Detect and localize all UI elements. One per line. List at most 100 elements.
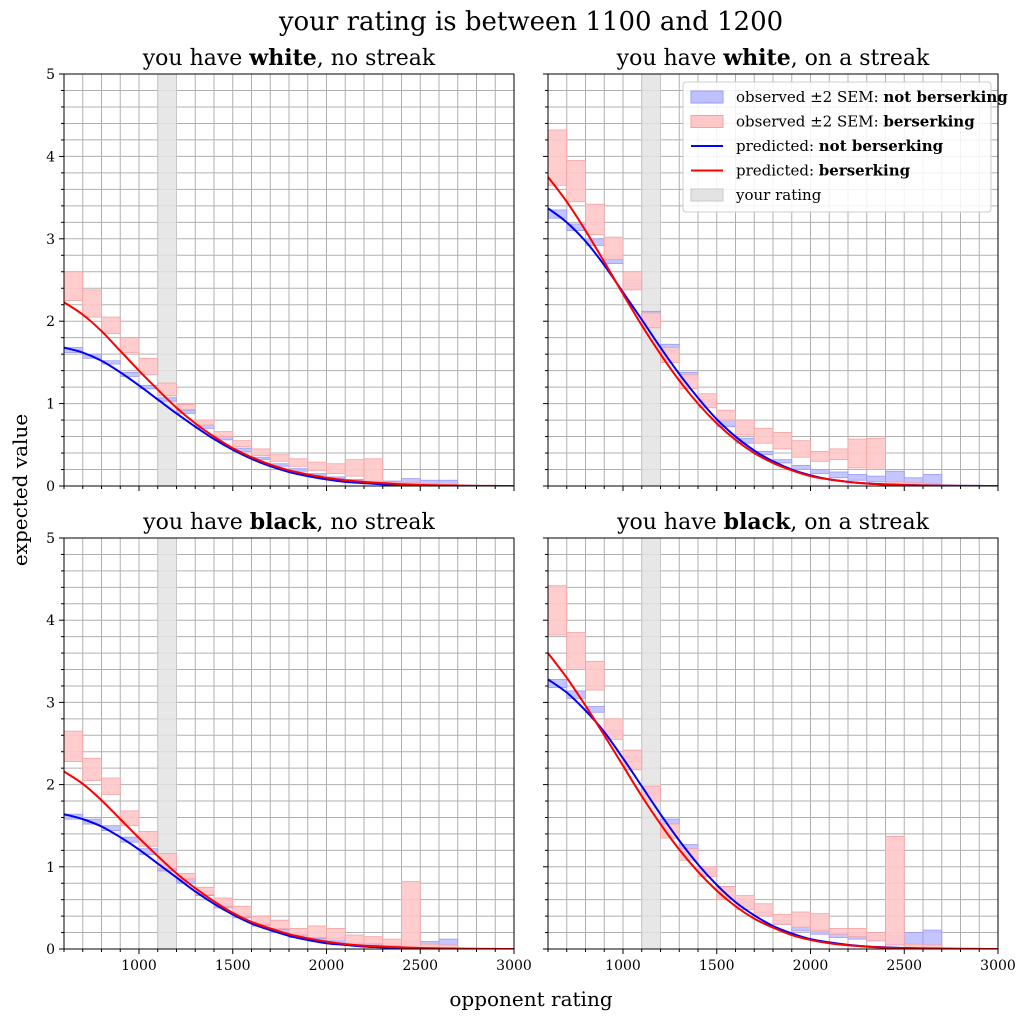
legend-label-bold: not berserking <box>883 88 1008 106</box>
x-tick-label: 3000 <box>496 958 532 974</box>
observed-berserking-band-bin <box>622 749 643 771</box>
observed-berserking-band-bin <box>847 928 868 938</box>
panel-title-suffix: , no streak <box>316 510 435 535</box>
observed-berserking-band-bin <box>622 271 643 291</box>
x-tick-label: 1500 <box>215 958 251 974</box>
observed-berserking-band-bin <box>585 660 605 691</box>
observed-berserking-band-bin <box>810 450 830 462</box>
panel-title-suffix: , on a streak <box>790 510 929 535</box>
x-tick-label: 3000 <box>980 958 1016 974</box>
observed-berserking-band-bin <box>232 440 252 447</box>
observed-berserking-band-bin <box>566 160 586 203</box>
observed-berserking-band-bin <box>269 454 290 462</box>
your-rating-band <box>157 74 177 486</box>
observed-berserking-band-bin <box>344 934 365 945</box>
observed-berserking-band-bin <box>753 903 774 917</box>
observed-not-berserking-band-bin <box>438 479 459 485</box>
x-tick-label: 2000 <box>793 958 829 974</box>
legend-box <box>682 81 992 213</box>
y-tick-label: 5 <box>46 67 55 83</box>
observed-berserking-band <box>548 585 943 949</box>
y-tick-label: 3 <box>46 695 55 711</box>
observed-berserking-band-bin <box>344 459 365 477</box>
observed-not-berserking-band-bin <box>828 471 849 479</box>
legend-label-prefix: your rating <box>735 186 822 204</box>
y-tick-label: 3 <box>46 232 55 248</box>
panel-title-prefix: you have <box>616 46 724 71</box>
y-axis-label: expected value <box>8 414 32 566</box>
legend: observed ±2 SEM: not berserkingobserved … <box>682 81 1008 213</box>
observed-berserking-band-bin <box>138 357 159 376</box>
grid <box>64 74 514 486</box>
observed-berserking-band-bin <box>269 919 290 929</box>
panel-title: you have white, on a streak <box>616 45 930 71</box>
panel-title-bold: white <box>248 45 316 71</box>
x-tick-label: 2000 <box>309 958 345 974</box>
observed-berserking-band-bin <box>119 810 140 827</box>
legend-label-bold: berserking <box>819 162 911 180</box>
observed-berserking-band-bin <box>82 289 102 318</box>
y-tick-label: 4 <box>46 149 55 165</box>
panel-title-suffix: , no streak <box>317 46 436 71</box>
observed-berserking-band-bin <box>641 312 661 329</box>
observed-not-berserking-band-bin <box>847 474 868 481</box>
observed-berserking-band-bin <box>772 914 793 925</box>
predicted-berserking-line <box>64 770 514 949</box>
plot-area <box>548 74 998 486</box>
observed-berserking-band-bin <box>326 928 346 940</box>
panel-2: you have white, on a streak <box>543 45 999 491</box>
observed-berserking-band-bin <box>363 936 384 945</box>
observed-not-berserking-band-bin <box>101 360 121 365</box>
legend-label-bold: berserking <box>883 113 975 131</box>
observed-berserking-band-bin <box>307 925 327 938</box>
observed-berserking-band-bin <box>716 409 736 421</box>
ticks <box>543 73 999 491</box>
observed-berserking-band-bin <box>885 835 905 946</box>
legend-swatch <box>690 188 724 202</box>
observed-berserking-band-bin <box>922 944 943 949</box>
observed-not-berserking-band-bin <box>176 409 196 414</box>
y-tick-label: 4 <box>46 613 55 629</box>
observed-not-berserking-band <box>64 347 459 486</box>
legend-label-bold: not berserking <box>819 137 944 155</box>
predicted-berserking-line <box>64 301 514 486</box>
observed-berserking-band-bin <box>828 928 849 935</box>
panel-title-prefix: you have <box>142 510 250 535</box>
observed-berserking-band-bin <box>438 944 459 949</box>
panel-1: you have white, no streak 0 1 2 3 4 5 <box>46 45 515 495</box>
observed-berserking-band-bin <box>64 730 84 762</box>
panel-title-prefix: you have <box>142 46 250 71</box>
observed-not-berserking-band-bin <box>138 848 159 855</box>
observed-berserking-band-bin <box>157 853 177 869</box>
plot-area <box>548 538 998 949</box>
observed-not-berserking-band-bin <box>866 475 886 483</box>
x-tick-label: 1500 <box>699 958 735 974</box>
y-tick-label: 1 <box>46 860 55 876</box>
plot-area <box>64 538 514 949</box>
x-tick-label: 1000 <box>121 958 157 974</box>
observed-berserking-band-bin <box>585 203 605 236</box>
grid <box>548 538 998 949</box>
legend-label-prefix: predicted: <box>736 137 819 155</box>
observed-berserking-band-bin <box>232 905 252 917</box>
observed-berserking-band-bin <box>119 337 140 353</box>
y-tick-label: 2 <box>46 778 55 794</box>
observed-berserking-band-bin <box>828 448 849 461</box>
panel-title-suffix: , on a streak <box>791 46 930 71</box>
y-tick-label: 0 <box>46 479 55 495</box>
panel-title: you have white, no streak <box>142 45 436 71</box>
observed-berserking-band-bin <box>866 437 886 470</box>
panel-title: you have black, no streak <box>142 509 435 535</box>
observed-berserking-band-bin <box>213 431 234 437</box>
observed-berserking-band-bin <box>138 831 159 847</box>
y-tick-label: 2 <box>46 314 55 330</box>
observed-berserking-band-bin <box>866 932 886 942</box>
observed-berserking-band-bin <box>251 448 271 456</box>
figure-title: your rating is between 1100 and 1200 <box>278 7 783 37</box>
observed-berserking-band-bin <box>101 316 121 334</box>
observed-berserking-band-bin <box>772 432 793 450</box>
x-axis-label: opponent rating <box>449 987 612 1011</box>
observed-berserking-band-bin <box>548 585 568 636</box>
ticks <box>59 73 515 491</box>
